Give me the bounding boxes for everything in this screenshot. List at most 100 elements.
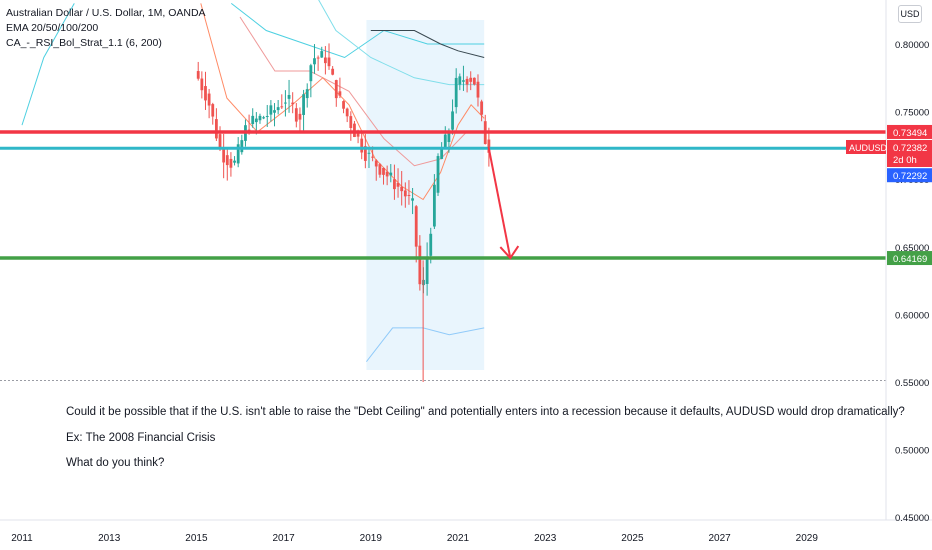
candle-body — [276, 107, 280, 111]
x-tick-label: 2021 — [447, 533, 470, 544]
current-price-tag-bg — [887, 139, 932, 167]
candle-body — [436, 156, 440, 193]
horizontal-levels[interactable] — [0, 130, 886, 260]
candle-body — [458, 76, 462, 85]
x-tick-label: 2025 — [621, 533, 644, 544]
currency-button[interactable]: USD — [898, 5, 922, 23]
candle-body — [472, 77, 476, 85]
candle-body — [265, 116, 269, 118]
candle-body — [447, 131, 451, 143]
countdown-tag: 2d 0h — [893, 155, 917, 166]
candle-body — [342, 101, 345, 109]
y-tick-label: 0.50000 — [895, 446, 929, 457]
candle-body — [287, 94, 291, 99]
candle-body — [320, 51, 324, 58]
candle-body — [204, 86, 207, 101]
candle-body — [327, 57, 331, 67]
candle-body — [476, 81, 480, 98]
candle-body — [440, 147, 444, 159]
candle-body — [451, 111, 454, 130]
candle-body — [414, 206, 418, 247]
candle-body — [222, 149, 226, 163]
candle-body — [240, 140, 244, 153]
candle-body — [305, 89, 309, 99]
candle-body — [443, 134, 447, 148]
candle-body — [418, 245, 422, 285]
candle-body — [462, 80, 465, 82]
red-level-tag-bg — [887, 124, 932, 139]
green-level-tag-bg — [887, 251, 932, 266]
candle-body — [469, 77, 473, 82]
red-level-tag: 0.73494 — [893, 128, 927, 139]
x-tick-label: 2027 — [708, 533, 731, 544]
ema-200-line — [370, 30, 485, 58]
candle-body — [236, 144, 240, 164]
candle-body — [273, 110, 276, 113]
projection-arrow-shaft — [487, 146, 512, 259]
candle-body — [396, 182, 400, 187]
y-tick-label: 0.45000 — [895, 513, 929, 524]
projection-arrow — [487, 146, 520, 260]
candle-body — [393, 179, 396, 190]
blue-level-tag: 0.72292 — [893, 171, 927, 182]
y-tick-label: 0.75000 — [895, 108, 929, 119]
candle-body — [302, 94, 305, 115]
candle-body — [225, 155, 229, 166]
candle-body — [196, 71, 200, 79]
candle-body — [331, 68, 335, 75]
green-level-tag: 0.64169 — [893, 254, 927, 265]
candle-body — [214, 119, 218, 139]
candle-body — [313, 58, 316, 65]
candle-body — [291, 102, 295, 105]
candle-body — [233, 160, 236, 163]
candle-body — [400, 186, 404, 192]
candle-body — [363, 146, 367, 161]
candle-body — [316, 57, 320, 59]
candle-body — [269, 105, 273, 115]
candle-body — [262, 117, 266, 119]
symbol-title: Australian Dollar / U.S. Dollar, 1M, OAN… — [6, 7, 206, 19]
candle-body — [411, 198, 414, 201]
candle-body — [425, 256, 429, 284]
x-tick-label: 2023 — [534, 533, 557, 544]
candle-body — [367, 152, 371, 154]
x-tick-label: 2013 — [98, 533, 121, 544]
candle-body — [378, 164, 382, 175]
candle-body — [487, 139, 491, 153]
y-tick-label: 0.55000 — [895, 378, 929, 389]
candle-body — [298, 113, 302, 120]
candle-body — [294, 108, 298, 122]
candle-body — [229, 158, 233, 168]
candle-body — [429, 233, 433, 256]
x-tick-label: 2015 — [185, 533, 208, 544]
x-tick-label: 2019 — [360, 533, 383, 544]
candle-body — [465, 78, 469, 85]
candle-body — [389, 172, 393, 176]
projection-arrow-head — [499, 245, 520, 260]
blue-level-tag-bg — [887, 168, 932, 183]
x-tick-label: 2029 — [796, 533, 819, 544]
candle-body — [385, 171, 389, 177]
ema-indicator-label[interactable]: EMA 20/50/100/200 — [6, 22, 99, 34]
candle-body — [211, 104, 215, 117]
candle-body — [218, 134, 222, 149]
candle-body — [345, 108, 349, 117]
candle-body — [284, 102, 287, 104]
rsi-indicator-label[interactable]: CA_-_RSI_Bol_Strat_1.1 (6, 200) — [6, 37, 162, 49]
candle-body — [349, 116, 353, 128]
shaded-band-rect — [366, 20, 485, 370]
candle-body — [374, 160, 378, 167]
x-tick-label: 2011 — [11, 533, 33, 544]
candle-body — [356, 131, 360, 137]
ema-band-left — [21, 3, 75, 126]
ema-lines — [21, 0, 485, 363]
candle-body — [258, 115, 262, 121]
y-tick-label: 0.60000 — [895, 310, 929, 321]
candle-body — [371, 156, 375, 158]
candle-body — [280, 106, 284, 108]
candles — [196, 43, 491, 382]
symbol-tag-bg — [846, 139, 886, 154]
